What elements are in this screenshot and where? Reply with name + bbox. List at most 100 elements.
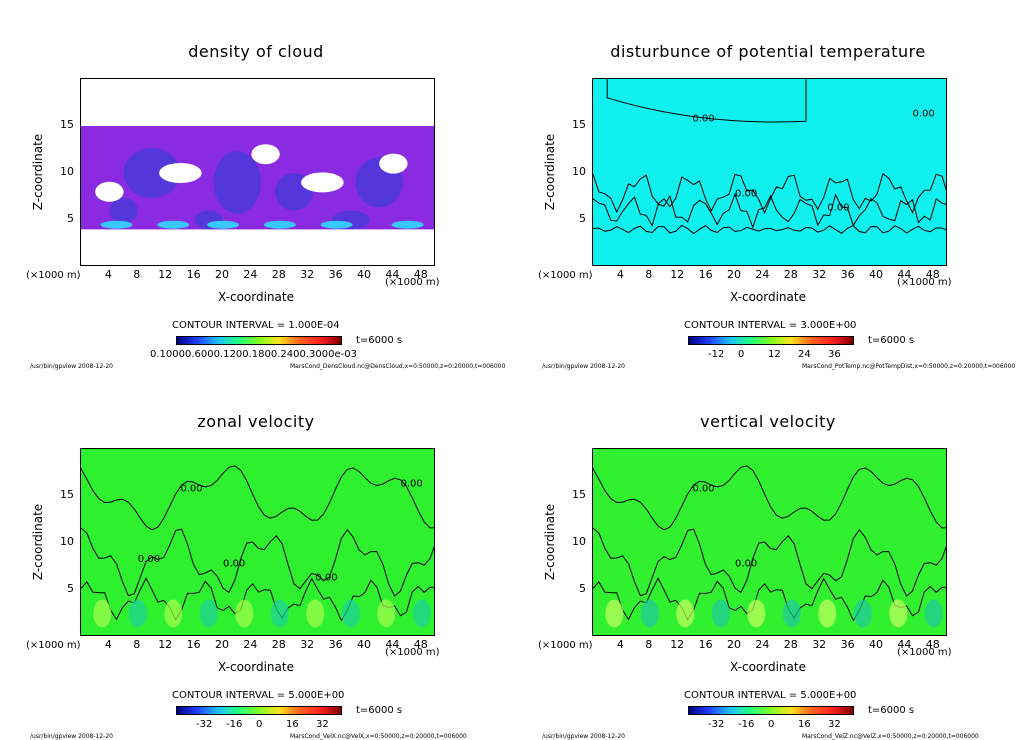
- x-tick-label: 36: [328, 268, 343, 281]
- x-axis-title: X-coordinate: [218, 660, 294, 674]
- field-cell-1: [128, 599, 147, 628]
- plot-area: [80, 78, 435, 266]
- x-tick-label: 20: [727, 638, 741, 651]
- x-tick-label: 20: [215, 638, 229, 651]
- footer-command: /usr/bin/gpview 2008-12-20: [542, 733, 625, 740]
- y-axis-title: Z-coordinate: [31, 503, 45, 581]
- x-tick-label: 20: [215, 268, 229, 281]
- contour-interval: CONTOUR INTERVAL = 1.000E-04: [172, 320, 340, 331]
- x-tick-label: 40: [869, 268, 883, 281]
- colorbar-tick-label: 0.10000.6000.1200.1800.2400.3000e-03: [150, 349, 357, 360]
- x-tick-label: 12: [670, 638, 685, 651]
- colorbar-tick-label: -32: [196, 719, 213, 730]
- contour-interval: CONTOUR INTERVAL = 5.000E+00: [684, 690, 857, 701]
- contour-label: 0.00: [315, 573, 337, 584]
- x-tick-label: 36: [840, 268, 855, 281]
- field-cell-0: [605, 599, 624, 628]
- footer-source: MarsCond_DensCloud.nc@DensCloud,x=0:5000…: [290, 363, 506, 370]
- y-axis-title: Z-coordinate: [543, 503, 557, 581]
- x-tick-label: 4: [104, 268, 112, 281]
- y-tick-label: 10: [60, 535, 74, 548]
- footer-source: MarsCond_VelX.nc@VelX,x=0:50000,z=0:2000…: [290, 733, 467, 740]
- cloud-core-5: [391, 220, 424, 229]
- chart-title: zonal velocity: [197, 412, 315, 431]
- contour-label: 0.00: [692, 483, 714, 494]
- contour-line: [593, 192, 946, 229]
- colorbar-tick-label: 32: [316, 719, 329, 730]
- x-unit-right: (×1000 m): [897, 277, 952, 288]
- contour-line: [593, 527, 946, 597]
- y-tick-label: 5: [579, 212, 586, 225]
- x-tick-label: 40: [869, 638, 883, 651]
- colorbar: [176, 706, 342, 715]
- cloud-gap-1: [159, 163, 202, 183]
- x-unit-right: (×1000 m): [897, 647, 952, 658]
- field-cell-5: [270, 599, 289, 628]
- chart-title: vertical velocity: [700, 412, 836, 431]
- contour-interval: CONTOUR INTERVAL = 5.000E+00: [172, 690, 345, 701]
- y-tick-label: 15: [60, 488, 74, 501]
- chart-title: disturbunce of potential temperature: [610, 42, 926, 61]
- footer-source: MarsCond_VelZ.nc@VelZ,x=0:50000,z=0:2000…: [802, 733, 979, 740]
- x-tick-label: 8: [645, 268, 653, 281]
- cloud-core-2: [207, 220, 239, 229]
- field-cell-4: [747, 599, 766, 628]
- x-unit-left: (×1000 m): [538, 640, 593, 651]
- contour-label: 0.00: [827, 203, 849, 214]
- contour-line: [593, 224, 946, 235]
- cloud-core-0: [100, 220, 133, 229]
- colorbar-tick-label: 0: [256, 719, 263, 730]
- footer-command: /usr/bin/gpview 2008-12-20: [30, 363, 113, 370]
- y-tick-label: 5: [67, 212, 74, 225]
- x-tick-label: 48: [925, 638, 940, 651]
- x-tick-label: 44: [385, 268, 400, 281]
- x-tick-label: 28: [271, 638, 286, 651]
- field-cell-7: [341, 599, 360, 628]
- x-tick-label: 28: [271, 268, 286, 281]
- field-cell-3: [199, 599, 218, 628]
- colorbar-tick-label: -16: [226, 719, 243, 730]
- cloud-gap-4: [379, 153, 408, 174]
- colorbar-tick-label: 0: [738, 349, 745, 360]
- x-axis-title: X-coordinate: [218, 290, 294, 304]
- x-tick-label: 32: [300, 638, 315, 651]
- colorbar-tick-label: -32: [708, 719, 725, 730]
- footer-source: MarsCond_PotTemp.nc@PotTempDist,x=0:5000…: [802, 363, 1016, 370]
- y-tick-label: 15: [572, 118, 586, 131]
- contour-label: 0.00: [913, 109, 935, 120]
- y-tick-label: 10: [60, 165, 74, 178]
- x-axis-title: X-coordinate: [730, 660, 806, 674]
- plot-area: 0.00 0.00 0.00 0.00 0.00: [80, 448, 435, 636]
- contour-line: [593, 465, 946, 531]
- x-tick-label: 40: [357, 268, 371, 281]
- plot-area: 0.00 0.00: [592, 448, 947, 636]
- x-tick-label: 24: [755, 638, 770, 651]
- cloud-gap-2: [251, 144, 280, 165]
- colorbar-tick-label: 16: [798, 719, 811, 730]
- contour-interval: CONTOUR INTERVAL = 3.000E+00: [684, 320, 857, 331]
- x-tick-label: 40: [357, 638, 371, 651]
- cloud-blob-0: [123, 147, 181, 199]
- x-tick-label: 48: [413, 638, 428, 651]
- colorbar-tick-label: 16: [286, 719, 299, 730]
- y-axis-title: Z-coordinate: [543, 133, 557, 211]
- plot-svg: 0.00 0.00 0.00 0.00: [593, 79, 946, 265]
- x-tick-label: 8: [133, 268, 141, 281]
- contour-line: [81, 527, 434, 597]
- contour-label: 0.00: [138, 554, 160, 565]
- colorbar-tick-label: 0: [768, 719, 775, 730]
- field-cell-7: [853, 599, 872, 628]
- contour-line: [593, 172, 946, 215]
- contour-label: 0.00: [692, 113, 714, 124]
- contour-label: 0.00: [735, 559, 757, 570]
- x-tick-label: 12: [158, 638, 173, 651]
- x-tick-label: 48: [413, 268, 428, 281]
- x-unit-right: (×1000 m): [385, 647, 440, 658]
- field-cell-4: [235, 599, 254, 628]
- plot-svg: 0.00 0.00: [593, 449, 946, 635]
- colorbar-tick-label: 32: [828, 719, 841, 730]
- contour-label: 0.00: [223, 559, 245, 570]
- chart-panel-1: density of cloud Z-coordinate 5 10 15 4 8 12 16 2…: [0, 0, 512, 370]
- y-axis-title: Z-coordinate: [31, 133, 45, 211]
- contour-label: 0.00: [735, 189, 757, 200]
